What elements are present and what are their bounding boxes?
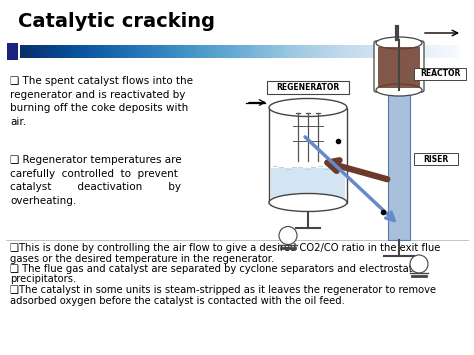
Text: ❑This is done by controlling the air flow to give a desired CO2/CO ratio in the : ❑This is done by controlling the air flo… [10, 243, 440, 253]
Bar [388, 40, 410, 240]
Text: ❑ Regenerator temperatures are
carefully  controlled  to  prevent
catalyst      : ❑ Regenerator temperatures are carefully… [10, 155, 182, 206]
Ellipse shape [376, 84, 422, 96]
Bar [269, 108, 347, 202]
Text: RISER: RISER [423, 154, 448, 164]
Text: adsorbed oxygen before the catalyst is contacted with the oil feed.: adsorbed oxygen before the catalyst is c… [10, 295, 345, 306]
Bar [414, 153, 458, 165]
Bar [271, 168, 345, 197]
Circle shape [410, 255, 428, 273]
Ellipse shape [269, 98, 347, 116]
Bar [378, 47, 420, 88]
Text: REACTOR: REACTOR [420, 70, 460, 78]
Text: ❑ The flue gas and catalyst are separated by cyclone separators and electrostati: ❑ The flue gas and catalyst are separate… [10, 264, 421, 274]
Circle shape [279, 226, 297, 245]
Text: precipitators.: precipitators. [10, 274, 76, 284]
Bar [414, 68, 466, 80]
Text: gases or the desired temperature in the regenerator.: gases or the desired temperature in the … [10, 253, 274, 263]
Text: ❑ The spent catalyst flows into the
regenerator and is reactivated by
burning of: ❑ The spent catalyst flows into the rege… [10, 76, 193, 127]
Bar [267, 81, 349, 93]
Text: Catalytic cracking: Catalytic cracking [18, 12, 215, 31]
Text: ❑The catalyst in some units is steam-stripped as it leaves the regenerator to re: ❑The catalyst in some units is steam-str… [10, 285, 436, 295]
Ellipse shape [376, 37, 422, 49]
Text: REGENERATOR: REGENERATOR [276, 82, 340, 92]
FancyBboxPatch shape [374, 41, 424, 92]
Bar [7, 43, 18, 60]
Ellipse shape [269, 193, 347, 212]
